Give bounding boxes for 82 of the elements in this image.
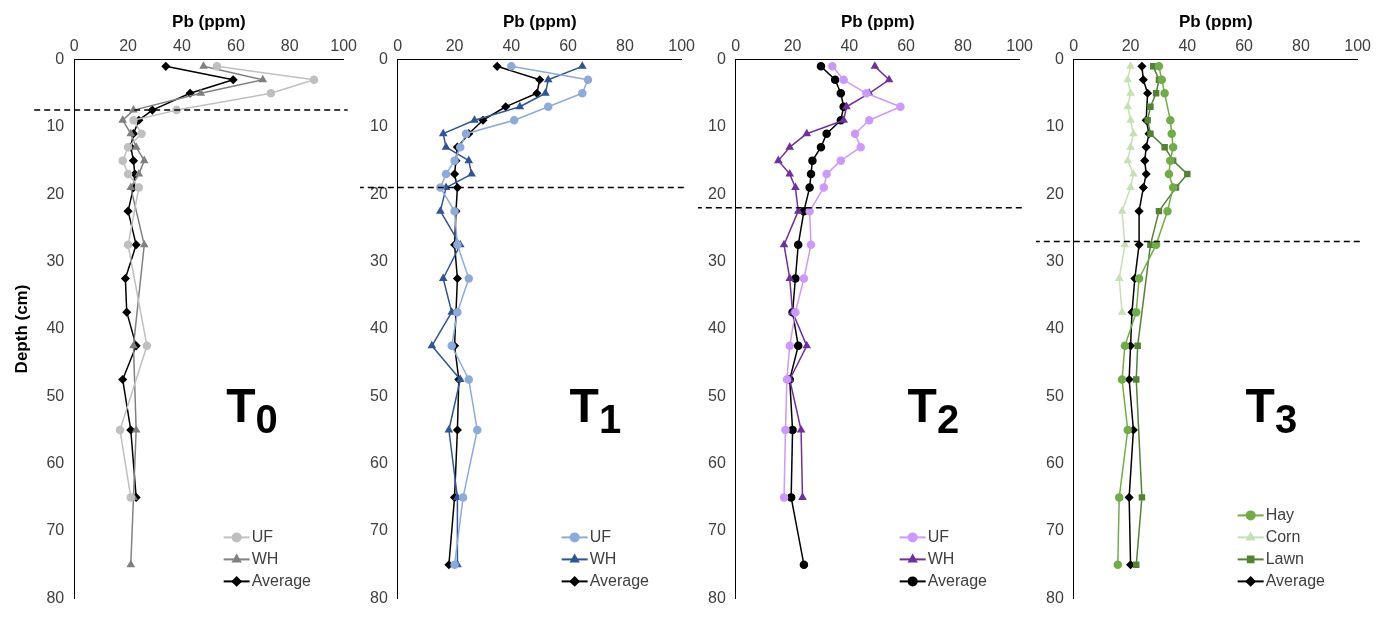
y-tick-label: 30 xyxy=(1046,252,1064,270)
y-tick-label: 20 xyxy=(1046,184,1064,202)
x-tick-label: 20 xyxy=(119,37,138,55)
x-tick-label: 20 xyxy=(1121,37,1140,55)
y-tick-label: 20 xyxy=(370,184,388,202)
y-tick-label: 10 xyxy=(46,117,65,135)
y-tick-label: 50 xyxy=(46,386,65,404)
y-tick-label: 40 xyxy=(370,319,388,337)
x-tick-label: 0 xyxy=(731,37,741,55)
legend-label: WH xyxy=(589,549,617,567)
x-tick-label: 60 xyxy=(1235,37,1254,55)
x-tick-label: 100 xyxy=(330,37,358,55)
y-tick-label: 10 xyxy=(1046,117,1064,135)
x-tick-label: 60 xyxy=(559,37,578,55)
legend-label: Average xyxy=(589,571,650,589)
legend-label: Corn xyxy=(1265,527,1301,545)
y-tick-label: 40 xyxy=(46,319,65,337)
x-tick-label: 80 xyxy=(953,37,972,55)
x-tick-label: 60 xyxy=(226,37,245,55)
y-tick-label: 30 xyxy=(46,252,65,270)
y-tick-label: 30 xyxy=(370,252,388,270)
legend-label: Hay xyxy=(1265,505,1295,523)
y-tick-label: 80 xyxy=(370,588,388,606)
x-tick-label: 0 xyxy=(69,37,79,55)
y-tick-label: 20 xyxy=(708,184,726,202)
y-tick-label: 60 xyxy=(370,454,388,472)
legend-label: Average xyxy=(927,571,988,589)
y-tick-label: 0 xyxy=(55,50,65,68)
y-tick-label: 50 xyxy=(708,386,726,404)
y-tick-label: 0 xyxy=(378,50,388,68)
annotation: T$_{1}$ xyxy=(569,378,622,442)
legend-label: UF xyxy=(251,527,274,545)
x-tick-label: 100 xyxy=(1006,37,1034,55)
annotation: T$_{2}$ xyxy=(907,378,960,442)
y-tick-label: 0 xyxy=(716,50,726,68)
x-tick-label: 40 xyxy=(1178,37,1197,55)
y-tick-label: 70 xyxy=(46,521,65,539)
x-tick-label: 40 xyxy=(173,37,191,55)
y-tick-label: 70 xyxy=(708,521,726,539)
x-axis-title: Pb (ppm) xyxy=(502,11,577,31)
y-tick-label: 40 xyxy=(708,319,726,337)
y-tick-label: 60 xyxy=(46,454,65,472)
y-tick-label: 80 xyxy=(708,588,726,606)
x-tick-label: 0 xyxy=(393,37,403,55)
annotation: T$_{0}$ xyxy=(226,378,278,442)
x-tick-label: 100 xyxy=(1344,37,1372,55)
y-axis-title: Depth (cm) xyxy=(11,284,31,374)
y-tick-label: 80 xyxy=(1046,588,1064,606)
x-tick-label: 20 xyxy=(783,37,802,55)
y-tick-label: 30 xyxy=(708,252,726,270)
legend-label: UF xyxy=(927,527,950,545)
y-tick-label: 70 xyxy=(1046,521,1064,539)
legend-label: Lawn xyxy=(1265,549,1304,567)
x-tick-label: 60 xyxy=(897,37,916,55)
y-tick-label: 70 xyxy=(370,521,388,539)
y-tick-label: 10 xyxy=(708,117,726,135)
legend-label: Average xyxy=(1265,571,1326,589)
y-tick-label: 10 xyxy=(370,117,388,135)
y-tick-label: 50 xyxy=(370,386,388,404)
y-tick-label: 60 xyxy=(1046,454,1064,472)
legend-label: Average xyxy=(251,571,312,589)
x-axis-title: Pb (ppm) xyxy=(172,11,246,31)
legend-label: WH xyxy=(927,549,955,567)
x-tick-label: 80 xyxy=(280,37,299,55)
y-tick-label: 80 xyxy=(46,588,65,606)
x-axis-title: Pb (ppm) xyxy=(1178,11,1253,31)
x-tick-label: 0 xyxy=(1069,37,1079,55)
y-tick-label: 20 xyxy=(46,184,65,202)
y-tick-label: 60 xyxy=(708,454,726,472)
x-tick-label: 40 xyxy=(840,37,859,55)
legend-label: UF xyxy=(589,527,612,545)
x-tick-label: 40 xyxy=(502,37,521,55)
y-tick-label: 40 xyxy=(1046,319,1064,337)
x-axis-title: Pb (ppm) xyxy=(840,11,915,31)
annotation: T$_{3}$ xyxy=(1245,378,1298,442)
x-tick-label: 80 xyxy=(1291,37,1310,55)
y-tick-label: 0 xyxy=(1054,50,1064,68)
x-tick-label: 80 xyxy=(615,37,634,55)
y-tick-label: 50 xyxy=(1046,386,1064,404)
x-tick-label: 20 xyxy=(445,37,464,55)
x-tick-label: 100 xyxy=(668,37,696,55)
legend-label: WH xyxy=(251,549,279,567)
